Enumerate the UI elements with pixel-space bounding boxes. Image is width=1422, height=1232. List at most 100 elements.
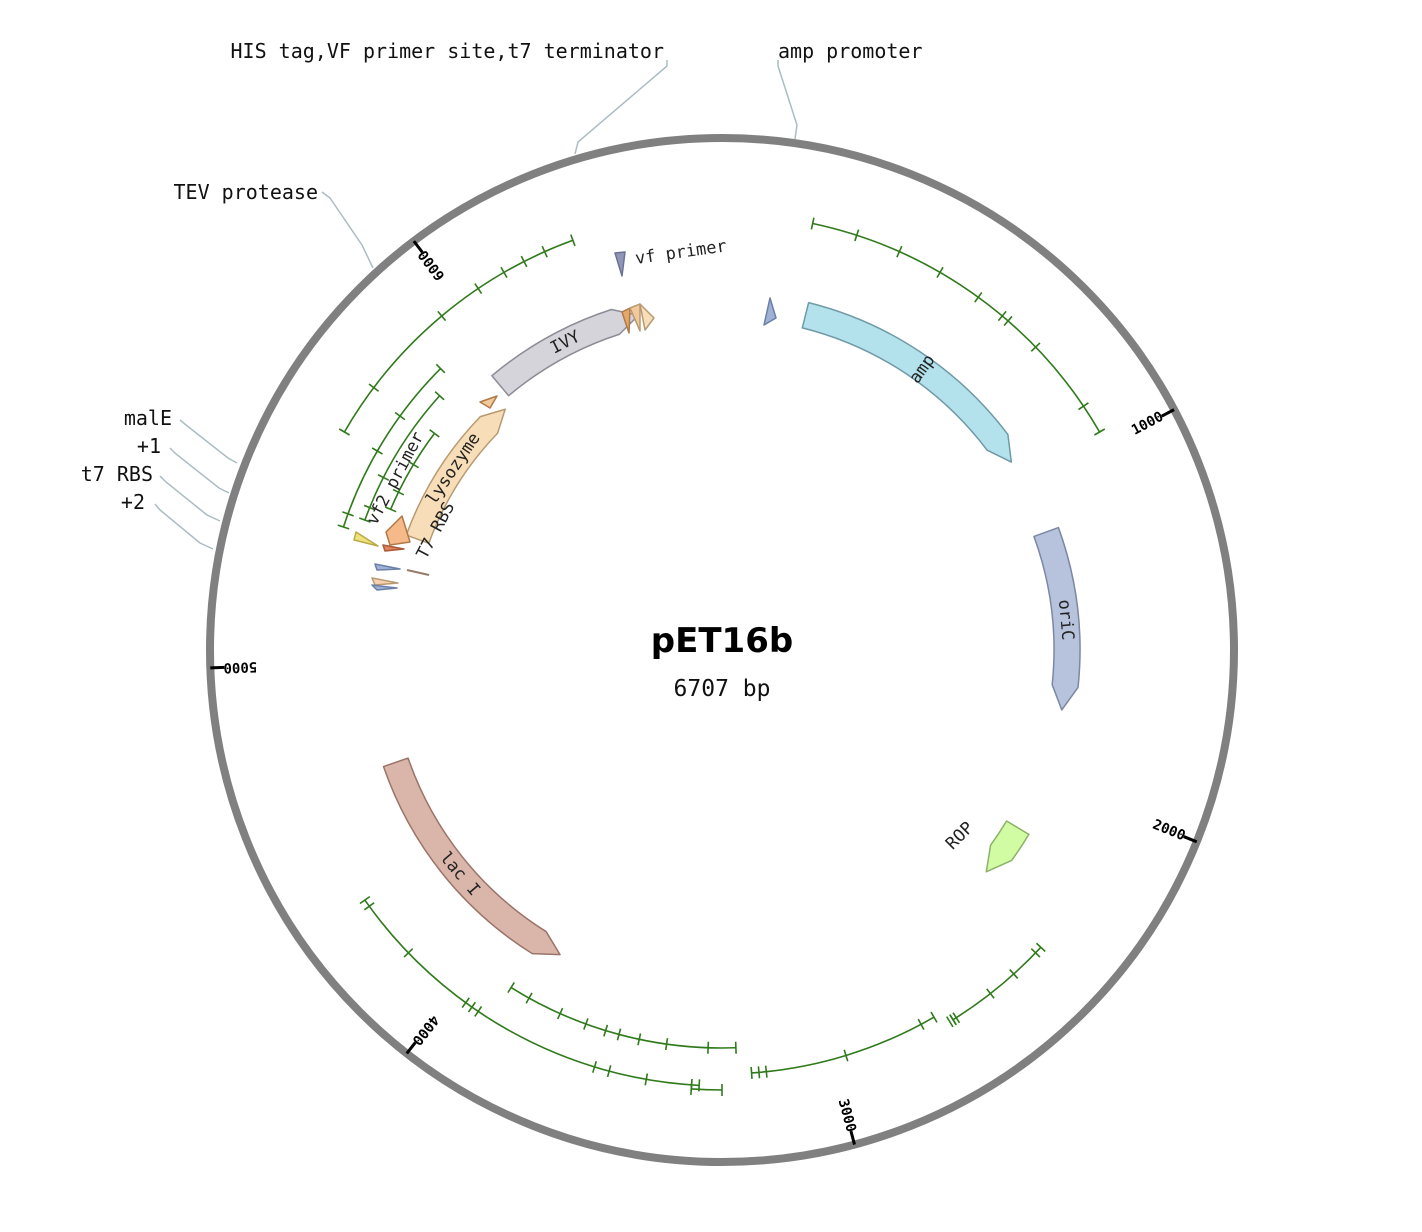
t7-rbs-tick [406, 569, 430, 576]
cut-site [403, 948, 414, 958]
cut-site [520, 255, 528, 268]
cut-site [949, 1014, 957, 1026]
cut-site [690, 1082, 693, 1095]
feature-lac-i [382, 757, 561, 956]
cut-site [474, 1006, 483, 1017]
cut-site-track [952, 946, 1042, 1021]
cut-site [525, 992, 533, 1004]
cut-site-track [510, 986, 736, 1049]
cut-site [930, 1011, 938, 1023]
cut-site [750, 1066, 753, 1080]
cut-site [974, 291, 983, 303]
cut-site [1093, 428, 1106, 436]
cut-site [616, 1028, 622, 1041]
cut-site [1030, 948, 1041, 958]
cut-site [392, 488, 405, 496]
feature-amp [801, 301, 1013, 463]
tick-mark [1161, 408, 1175, 418]
tick-label: 5000 [223, 658, 257, 675]
cut-site [371, 447, 383, 455]
tick-mark [849, 1130, 856, 1145]
cut-site [394, 411, 406, 421]
cut-site [757, 1066, 761, 1079]
cut-site [337, 524, 350, 530]
tick-mark [1183, 835, 1198, 844]
cut-site [644, 1073, 649, 1086]
cut-site [843, 1049, 849, 1062]
cut-site [606, 1065, 612, 1078]
cut-site [338, 428, 351, 436]
plasmid-name: pET16b [651, 621, 793, 661]
cut-site [570, 234, 576, 247]
cut-site-track [691, 1088, 723, 1091]
cut-site [1030, 342, 1041, 352]
cut-site [556, 1007, 564, 1020]
cut-site [363, 902, 375, 911]
cut-site [854, 229, 860, 242]
cut-site [359, 895, 371, 905]
cut-site-track [389, 432, 436, 510]
label-t7-rbs: t7 RBS [81, 462, 153, 486]
cut-site [407, 460, 419, 469]
cut-site-track [342, 368, 442, 528]
cut-site [467, 1001, 477, 1013]
t7-terminator-marker [639, 303, 655, 331]
cut-site [377, 474, 390, 481]
cut-site [1078, 402, 1089, 411]
leader-lines [154, 60, 798, 550]
cut-site [363, 504, 376, 511]
cut-site [507, 982, 515, 994]
cut-site [437, 310, 447, 322]
label-plus-1: +1 [137, 434, 161, 458]
plus-one-marker [374, 563, 401, 571]
tick-label: 2000 [1150, 817, 1187, 844]
feature-rop [985, 820, 1030, 873]
cut-site [342, 511, 354, 517]
plus-two-marker [371, 577, 399, 586]
tick-label: 1000 [1129, 409, 1166, 439]
feature-label: oriC [1054, 599, 1077, 642]
tick-mark [405, 1041, 417, 1055]
feature-label: ROP [942, 818, 978, 854]
cut-site [986, 988, 995, 999]
feature-lysozyme [405, 408, 506, 545]
plasmid-backbone [206, 134, 1238, 1166]
feature-label: lysozyme [422, 429, 484, 508]
cut-site [384, 506, 397, 513]
cut-site [603, 1024, 609, 1037]
cut-site [764, 1065, 768, 1078]
tick-label: 3000 [835, 1097, 859, 1134]
label-plus-2: +2 [121, 490, 145, 514]
cut-site [461, 997, 470, 1009]
cut-site [541, 245, 548, 258]
t7-rbs-marker [382, 544, 405, 552]
his-marker [371, 584, 398, 591]
plasmid-length: 6707 bp [674, 676, 771, 702]
cut-site [474, 283, 483, 294]
label-tev-protease: TEV protease [174, 180, 319, 204]
his-tag-marker [621, 307, 631, 334]
tick-label: 6000 [415, 247, 448, 284]
cut-site [1035, 942, 1046, 953]
vf-primer-marker [614, 251, 626, 277]
label-vf-primer: vf primer [634, 236, 728, 269]
cut-site [917, 1018, 925, 1031]
cut-site-track [364, 899, 700, 1087]
cut-site [435, 363, 446, 374]
tev-marker [479, 395, 498, 409]
cut-site [500, 266, 508, 279]
cut-site [434, 391, 445, 401]
cut-site [1009, 969, 1019, 980]
cut-site [896, 245, 903, 258]
cut-site [429, 429, 440, 438]
cut-site [368, 383, 380, 392]
cut-site [936, 266, 944, 279]
cut-site [592, 1060, 598, 1073]
cut-site [952, 1012, 961, 1024]
feature-oric [1033, 526, 1081, 711]
vf-site-marker [629, 303, 641, 332]
cut-site [637, 1033, 642, 1046]
vf2-primer-marker [353, 531, 379, 547]
cut-site-tracks [337, 217, 1106, 1096]
